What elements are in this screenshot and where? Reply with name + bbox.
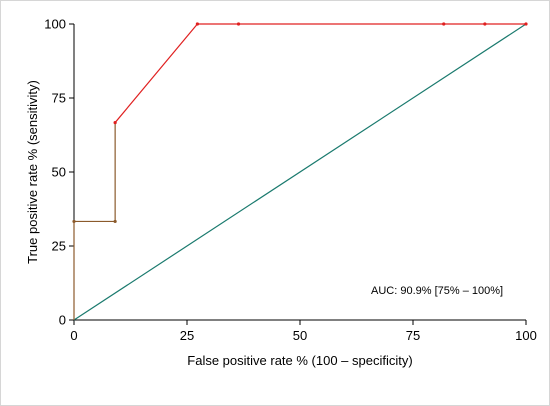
auc-annotation: AUC: 90.9% [75% – 100%] — [371, 285, 503, 297]
x-tick-label: 50 — [293, 328, 307, 343]
roc-point — [524, 22, 528, 26]
roc-point — [442, 22, 446, 26]
x-tick-label: 0 — [70, 328, 77, 343]
roc-point — [483, 22, 487, 26]
y-tick-label: 25 — [52, 239, 66, 254]
y-axis-title: True positive rate % (sensitivity) — [25, 80, 40, 264]
y-tick-label: 0 — [59, 313, 66, 328]
roc-point — [113, 120, 117, 125]
series-layer — [72, 22, 528, 321]
roc-point — [113, 219, 117, 224]
y-tick-label: 50 — [52, 165, 66, 180]
reference-line — [73, 23, 527, 321]
x-tick-label: 25 — [180, 328, 194, 343]
labels: False positive rate % (100 – specificity… — [25, 80, 503, 368]
x-axis-title: False positive rate % (100 – specificity… — [187, 353, 412, 368]
roc-segment — [114, 23, 198, 123]
x-tick-label: 100 — [515, 328, 537, 343]
roc-point — [236, 22, 241, 26]
y-tick-label: 75 — [52, 91, 66, 106]
x-tick-label: 75 — [406, 328, 420, 343]
roc-point — [195, 22, 199, 26]
axes: 0 25 50 75 100 0 25 50 75 100 — [44, 17, 537, 344]
y-tick-label: 100 — [44, 17, 66, 32]
roc-point — [72, 219, 76, 224]
